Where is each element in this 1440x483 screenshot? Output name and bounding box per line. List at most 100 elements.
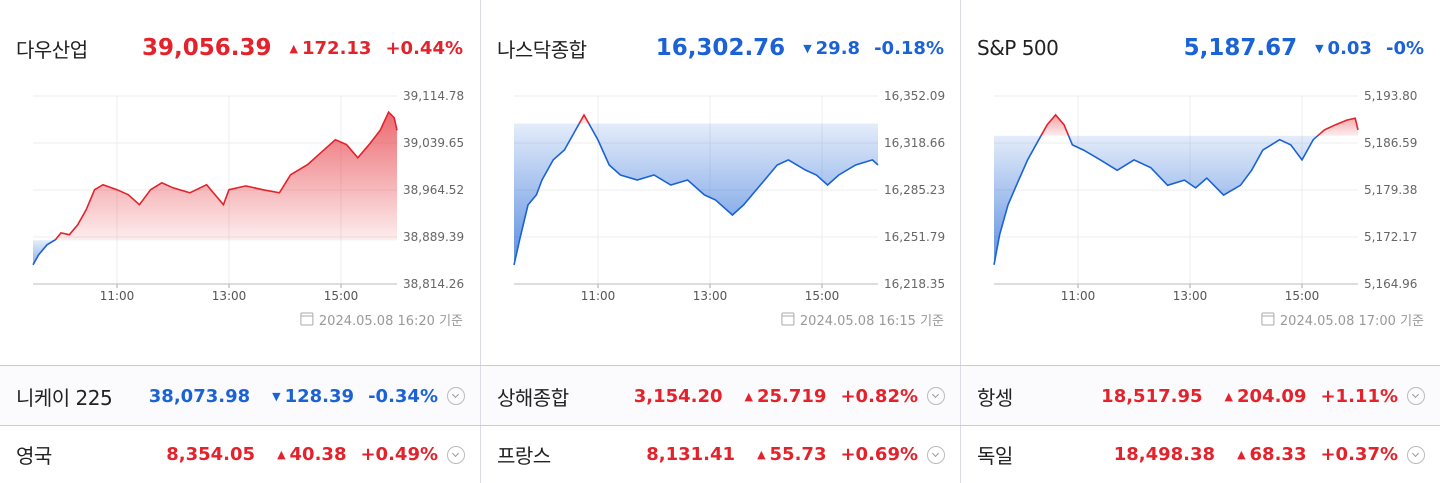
- change-percent: -0.18%: [874, 37, 944, 59]
- y-tick-label: 38,964.52: [403, 183, 464, 197]
- y-tick-label: 16,318.66: [884, 136, 945, 150]
- expand-button[interactable]: [447, 387, 465, 405]
- y-tick-label: 5,186.59: [1364, 136, 1417, 150]
- x-tick-label: 11:00: [100, 289, 135, 303]
- change-value: 25.719: [757, 385, 827, 407]
- change-percent: +0.37%: [1320, 444, 1398, 465]
- y-tick-label: 39,039.65: [403, 136, 464, 150]
- change-value: 172.13: [302, 37, 372, 59]
- price: 18,517.95: [1101, 385, 1203, 407]
- expand-button[interactable]: [1407, 387, 1425, 405]
- expand-button[interactable]: [927, 445, 945, 464]
- index-cell: 프랑스 8,131.41 ▲ 55.73 +0.69%: [480, 426, 960, 483]
- chart: 16,352.09 16,318.66 16,285.23 16,251.79 16,2…: [513, 89, 945, 329]
- index-name: 다우산업: [16, 37, 88, 62]
- x-tick-label: 13:00: [212, 289, 247, 303]
- expand-button[interactable]: [927, 387, 945, 405]
- direction-arrow: ▼: [803, 41, 812, 55]
- index-cell: 항셍 18,517.95 ▲ 204.09 +1.11%: [960, 366, 1440, 426]
- x-tick-label: 13:00: [693, 289, 728, 303]
- y-tick-label: 16,251.79: [884, 230, 945, 244]
- direction-arrow: ▲: [757, 448, 766, 461]
- direction-arrow: ▲: [289, 41, 298, 55]
- expand-button[interactable]: [1407, 445, 1425, 464]
- index-cell: 영국 8,354.05 ▲ 40.38 +0.49%: [0, 426, 480, 483]
- index-name: 니케이 225: [16, 385, 113, 410]
- price: 39,056.39: [142, 35, 272, 61]
- y-tick-label: 5,164.96: [1364, 277, 1417, 291]
- x-tick-label: 15:00: [324, 289, 359, 303]
- direction-arrow: ▲: [277, 448, 286, 461]
- index-row: 니케이 225 38,073.98 ▼ 128.39 -0.34% 상해종합 3,154.2…: [0, 365, 1440, 426]
- price: 8,354.05: [166, 444, 256, 465]
- change: ▲ 40.38: [277, 444, 346, 465]
- y-tick-label: 5,193.80: [1364, 89, 1417, 103]
- index-name: 독일: [977, 444, 1013, 468]
- change-value: 29.8: [815, 37, 861, 59]
- y-tick-label: 38,814.26: [403, 277, 464, 291]
- x-tick-label: 11:00: [1061, 289, 1096, 303]
- change-value: 128.39: [284, 385, 355, 407]
- index-name: 상해종합: [497, 385, 569, 410]
- price-line: [32, 110, 398, 266]
- calendar-icon: [1261, 312, 1275, 326]
- x-tick-label: 13:00: [1173, 289, 1208, 303]
- index-rows: 니케이 225 38,073.98 ▼ 128.39 -0.34% 상해종합 3,154.2…: [0, 365, 1440, 483]
- change-percent: -0.34%: [368, 385, 438, 407]
- change: ▼ 0.03: [1315, 38, 1372, 59]
- area-fill: [994, 114, 1358, 265]
- change-value: 68.33: [1249, 444, 1307, 465]
- panel-header: 나스닥종합 16,302.76 ▼ 29.8 -0.18%: [497, 30, 944, 66]
- change-value: 40.38: [289, 444, 347, 465]
- timestamp: 2024.05.08 17:00 기준: [1280, 314, 1424, 329]
- change: ▲ 204.09: [1225, 386, 1307, 407]
- calendar-icon: [300, 312, 314, 326]
- expand-button[interactable]: [447, 445, 465, 464]
- direction-arrow: ▲: [1237, 448, 1246, 461]
- change-percent: -0%: [1385, 37, 1424, 59]
- index-name: S&P 500: [977, 36, 1059, 60]
- index-cell: 독일 18,498.38 ▲ 68.33 +0.37%: [960, 426, 1440, 483]
- chart: 39,114.78 39,039.65 38,964.52 38,889.39 38,8…: [32, 89, 464, 329]
- chart: 5,193.80 5,186.59 5,179.38 5,172.17 5,164.96…: [993, 89, 1424, 329]
- price: 5,187.67: [1183, 35, 1298, 61]
- x-tick-label: 15:00: [805, 289, 840, 303]
- change: ▼ 29.8: [803, 38, 860, 59]
- y-tick-label: 16,218.35: [884, 277, 945, 291]
- change-value: 55.73: [769, 444, 827, 465]
- price: 3,154.20: [633, 385, 723, 407]
- price-line: [993, 113, 1359, 265]
- change-percent: +1.11%: [1320, 385, 1398, 407]
- timestamp: 2024.05.08 16:20 기준: [319, 314, 463, 329]
- price: 8,131.41: [646, 444, 736, 465]
- price-line: [513, 113, 879, 266]
- area-fill: [33, 112, 397, 265]
- panel-header: S&P 500 5,187.67 ▼ 0.03 -0%: [977, 30, 1424, 66]
- direction-arrow: ▲: [744, 389, 753, 403]
- y-tick-label: 5,172.17: [1364, 230, 1417, 244]
- direction-arrow: ▲: [1224, 389, 1233, 403]
- change-percent: +0.44%: [385, 37, 463, 59]
- y-tick-label: 38,889.39: [403, 230, 464, 244]
- price: 18,498.38: [1113, 444, 1216, 465]
- timestamp: 2024.05.08 16:15 기준: [800, 314, 944, 329]
- index-panel: 다우산업 39,056.39 ▲ 172.13 +0.44% 39,114.78 39,03…: [0, 0, 480, 366]
- y-tick-label: 16,352.09: [884, 89, 945, 103]
- index-cell: 상해종합 3,154.20 ▲ 25.719 +0.82%: [480, 366, 960, 426]
- change: ▲ 68.33: [1237, 444, 1306, 465]
- change: ▼ 128.39: [272, 386, 354, 407]
- change-percent: +0.49%: [360, 444, 438, 465]
- y-tick-label: 39,114.78: [403, 89, 464, 103]
- change-value: 0.03: [1327, 37, 1372, 59]
- calendar-icon: [781, 312, 795, 326]
- index-panel: 나스닥종합 16,302.76 ▼ 29.8 -0.18% 16,352.09 16,318…: [480, 0, 961, 366]
- change-percent: +0.69%: [840, 444, 918, 465]
- price: 38,073.98: [148, 385, 251, 407]
- change-percent: +0.82%: [840, 385, 918, 407]
- panel-header: 다우산업 39,056.39 ▲ 172.13 +0.44%: [16, 30, 463, 66]
- x-tick-label: 11:00: [581, 289, 616, 303]
- index-name: 영국: [16, 444, 52, 468]
- index-name: 프랑스: [497, 444, 551, 468]
- index-cell: 니케이 225 38,073.98 ▼ 128.39 -0.34%: [0, 366, 480, 426]
